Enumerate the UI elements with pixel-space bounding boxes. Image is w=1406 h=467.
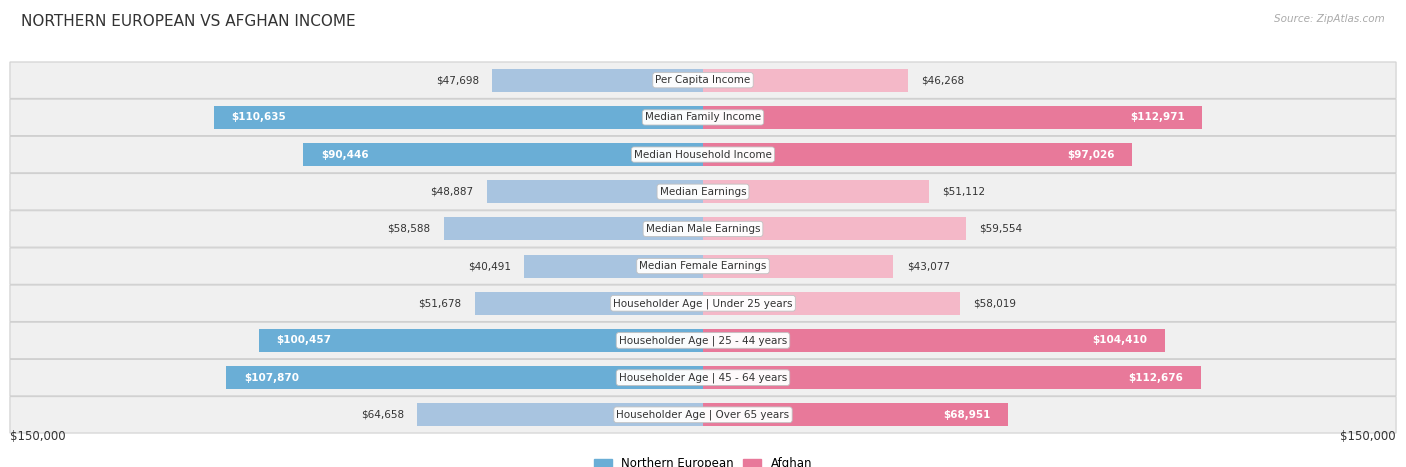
Text: Householder Age | 45 - 64 years: Householder Age | 45 - 64 years bbox=[619, 372, 787, 383]
Text: Median Male Earnings: Median Male Earnings bbox=[645, 224, 761, 234]
Text: $104,410: $104,410 bbox=[1092, 335, 1147, 346]
Text: Householder Age | Over 65 years: Householder Age | Over 65 years bbox=[616, 410, 790, 420]
Bar bbox=[486, 180, 703, 203]
Text: $97,026: $97,026 bbox=[1067, 149, 1115, 160]
Text: $112,676: $112,676 bbox=[1129, 373, 1184, 382]
Bar bbox=[703, 180, 929, 203]
Text: $51,678: $51,678 bbox=[418, 298, 461, 308]
FancyBboxPatch shape bbox=[10, 248, 1396, 284]
Text: $68,951: $68,951 bbox=[943, 410, 990, 420]
FancyBboxPatch shape bbox=[10, 62, 1396, 99]
Text: $150,000: $150,000 bbox=[1340, 430, 1396, 443]
Text: $100,457: $100,457 bbox=[277, 335, 332, 346]
FancyBboxPatch shape bbox=[10, 396, 1396, 433]
Bar bbox=[492, 69, 703, 92]
Text: NORTHERN EUROPEAN VS AFGHAN INCOME: NORTHERN EUROPEAN VS AFGHAN INCOME bbox=[21, 14, 356, 29]
Text: Median Female Earnings: Median Female Earnings bbox=[640, 261, 766, 271]
Text: Source: ZipAtlas.com: Source: ZipAtlas.com bbox=[1274, 14, 1385, 24]
Text: Median Earnings: Median Earnings bbox=[659, 187, 747, 197]
Text: Householder Age | Under 25 years: Householder Age | Under 25 years bbox=[613, 298, 793, 309]
Bar bbox=[703, 218, 966, 241]
FancyBboxPatch shape bbox=[10, 174, 1396, 210]
Bar bbox=[703, 366, 1201, 389]
Bar bbox=[418, 403, 703, 426]
Bar bbox=[703, 255, 893, 277]
Bar bbox=[703, 69, 907, 92]
Legend: Northern European, Afghan: Northern European, Afghan bbox=[589, 453, 817, 467]
Bar bbox=[703, 106, 1202, 129]
FancyBboxPatch shape bbox=[10, 211, 1396, 247]
Text: $59,554: $59,554 bbox=[980, 224, 1022, 234]
FancyBboxPatch shape bbox=[10, 322, 1396, 359]
Text: $46,268: $46,268 bbox=[921, 75, 965, 85]
Text: $51,112: $51,112 bbox=[942, 187, 986, 197]
Bar bbox=[703, 143, 1132, 166]
Text: Householder Age | 25 - 44 years: Householder Age | 25 - 44 years bbox=[619, 335, 787, 346]
Text: $90,446: $90,446 bbox=[321, 149, 368, 160]
Text: $58,019: $58,019 bbox=[973, 298, 1015, 308]
Text: $107,870: $107,870 bbox=[243, 373, 298, 382]
Bar bbox=[214, 106, 703, 129]
Bar bbox=[259, 329, 703, 352]
FancyBboxPatch shape bbox=[10, 360, 1396, 396]
Text: $40,491: $40,491 bbox=[468, 261, 510, 271]
Text: Per Capita Income: Per Capita Income bbox=[655, 75, 751, 85]
Text: $43,077: $43,077 bbox=[907, 261, 949, 271]
FancyBboxPatch shape bbox=[10, 99, 1396, 135]
Bar bbox=[703, 329, 1164, 352]
Bar bbox=[703, 292, 959, 315]
Text: Median Household Income: Median Household Income bbox=[634, 149, 772, 160]
Bar bbox=[226, 366, 703, 389]
Bar bbox=[524, 255, 703, 277]
Text: $110,635: $110,635 bbox=[232, 113, 287, 122]
Text: Median Family Income: Median Family Income bbox=[645, 113, 761, 122]
FancyBboxPatch shape bbox=[10, 136, 1396, 173]
Text: $64,658: $64,658 bbox=[361, 410, 404, 420]
FancyBboxPatch shape bbox=[10, 285, 1396, 321]
Text: $47,698: $47,698 bbox=[436, 75, 479, 85]
Text: $58,588: $58,588 bbox=[388, 224, 430, 234]
Text: $112,971: $112,971 bbox=[1130, 113, 1185, 122]
Bar bbox=[474, 292, 703, 315]
Bar bbox=[703, 403, 1008, 426]
Text: $48,887: $48,887 bbox=[430, 187, 474, 197]
Text: $150,000: $150,000 bbox=[10, 430, 66, 443]
Bar bbox=[304, 143, 703, 166]
Bar bbox=[444, 218, 703, 241]
